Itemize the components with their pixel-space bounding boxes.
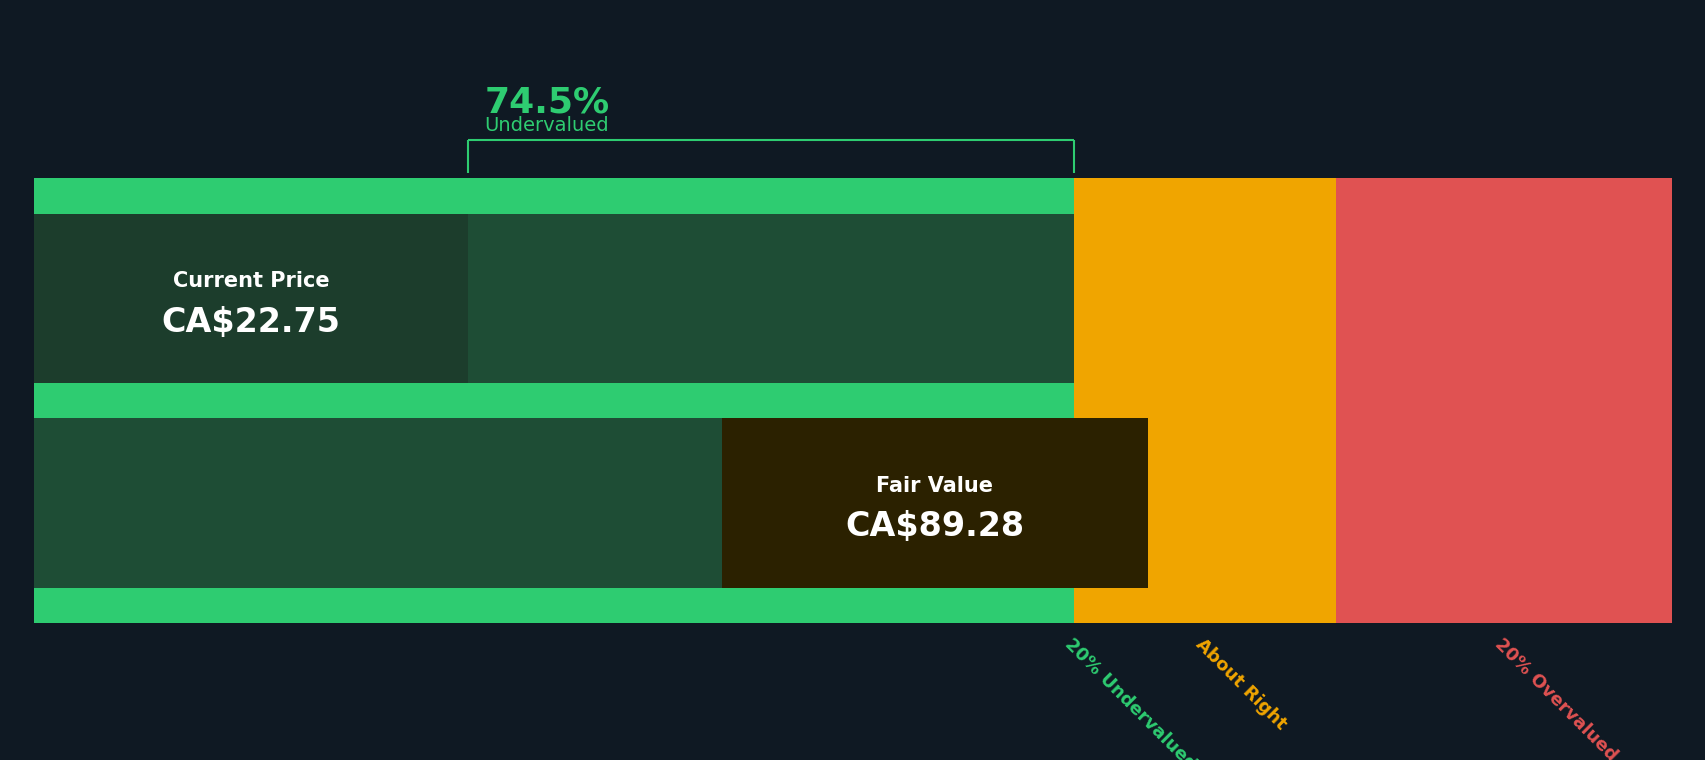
Bar <box>34 179 1074 214</box>
Bar <box>1074 383 1335 419</box>
Bar <box>721 419 1147 588</box>
Text: 74.5%: 74.5% <box>484 85 609 119</box>
Bar <box>34 214 1074 383</box>
Bar <box>1335 588 1671 623</box>
Bar <box>1074 588 1335 623</box>
Bar <box>1335 179 1671 214</box>
Text: About Right: About Right <box>1192 635 1289 733</box>
Bar <box>34 214 467 383</box>
Text: CA$89.28: CA$89.28 <box>846 511 1023 543</box>
Bar <box>34 419 1074 588</box>
Bar <box>34 383 1074 419</box>
Text: CA$22.75: CA$22.75 <box>162 306 341 339</box>
Bar <box>34 214 1074 383</box>
Bar <box>1074 419 1335 588</box>
Bar <box>1335 419 1671 588</box>
Bar <box>34 419 1074 588</box>
Text: 20% Overvalued: 20% Overvalued <box>1490 635 1620 760</box>
Bar <box>1335 214 1671 383</box>
Text: Undervalued: Undervalued <box>484 116 609 135</box>
Bar <box>1335 383 1671 419</box>
Bar <box>34 588 1074 623</box>
Bar <box>1074 214 1335 383</box>
Text: 20% Undervalued: 20% Undervalued <box>1061 635 1199 760</box>
Text: Fair Value: Fair Value <box>876 477 992 496</box>
Text: Current Price: Current Price <box>172 271 329 291</box>
Bar <box>1074 179 1335 214</box>
